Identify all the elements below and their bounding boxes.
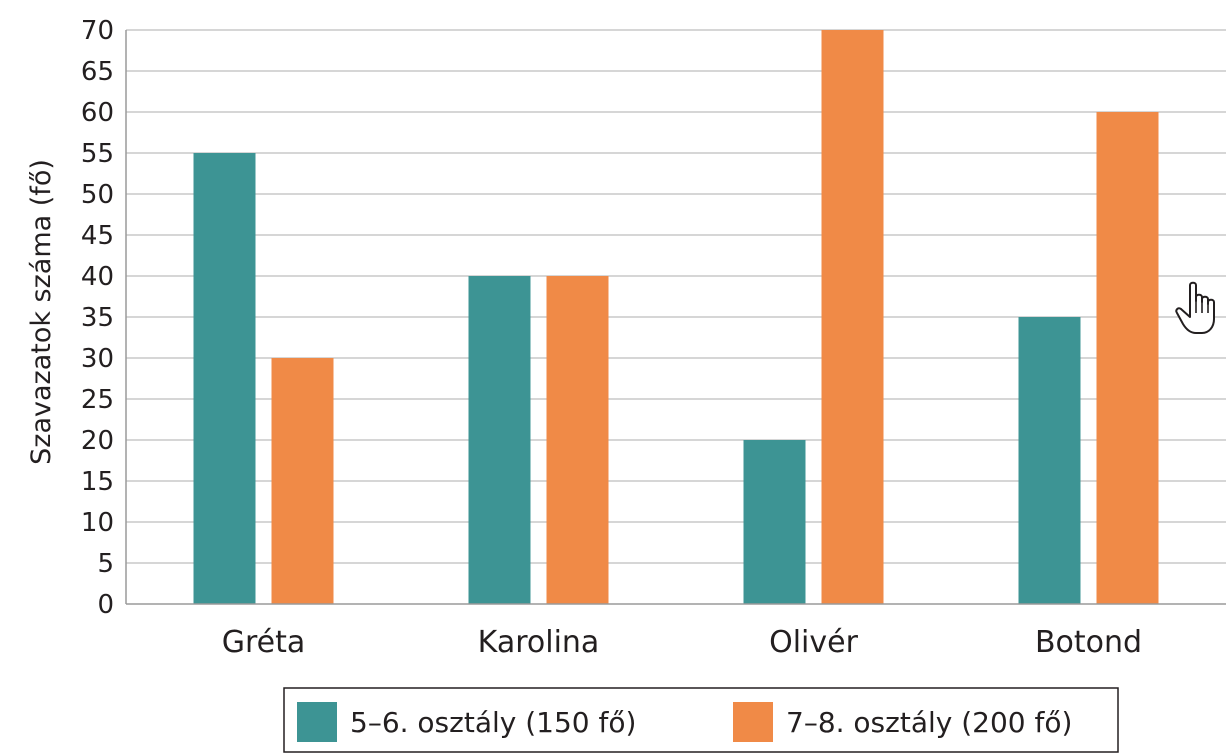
x-category-labels: Gréta Karolina Olivér Botond — [222, 625, 1142, 660]
bar-botond-series-2 — [1096, 112, 1159, 604]
y-tick-label: 60 — [81, 98, 114, 128]
y-tick-label: 35 — [81, 303, 114, 333]
y-tick-label: 65 — [81, 57, 114, 87]
y-tick-label: 10 — [81, 508, 114, 538]
y-tick-label: 50 — [81, 180, 114, 210]
y-tick-label: 20 — [81, 426, 114, 456]
bar-olivér-series-1 — [743, 440, 806, 604]
y-tick-label: 30 — [81, 344, 114, 374]
x-category-label: Botond — [1035, 625, 1142, 660]
y-tick-label: 40 — [81, 262, 114, 292]
bar-olivér-series-2 — [821, 30, 884, 604]
bars — [193, 30, 1159, 604]
axes — [125, 30, 1226, 605]
y-tick-label: 70 — [81, 16, 114, 46]
legend-swatch — [733, 702, 773, 742]
y-tick-label: 5 — [97, 549, 114, 579]
legend-label: 7–8. osztály (200 fő) — [786, 706, 1072, 739]
legend-swatch — [297, 702, 337, 742]
bar-gréta-series-2 — [271, 358, 334, 604]
x-category-label: Karolina — [478, 625, 600, 660]
x-category-label: Gréta — [222, 625, 306, 660]
y-tick-label: 45 — [81, 221, 114, 251]
y-axis-title: Szavazatok száma (fő) — [26, 159, 57, 465]
y-tick-label: 15 — [81, 467, 114, 497]
y-tick-label: 55 — [81, 139, 114, 169]
legend: 5–6. osztály (150 fő) 7–8. osztály (200 f… — [283, 687, 1119, 753]
bar-karolina-series-1 — [468, 276, 531, 604]
bar-karolina-series-2 — [546, 276, 609, 604]
bar-gréta-series-1 — [193, 153, 256, 604]
y-tick-label: 25 — [81, 385, 114, 415]
y-tick-labels: 0 5 10 15 20 25 30 35 40 45 50 55 60 65 70 — [81, 16, 114, 620]
legend-label: 5–6. osztály (150 fő) — [350, 706, 636, 739]
bar-botond-series-1 — [1018, 317, 1081, 604]
legend-box — [283, 687, 1119, 753]
hand-pointer-icon — [1175, 281, 1215, 334]
x-category-label: Olivér — [769, 625, 858, 660]
y-tick-label: 0 — [97, 590, 114, 620]
